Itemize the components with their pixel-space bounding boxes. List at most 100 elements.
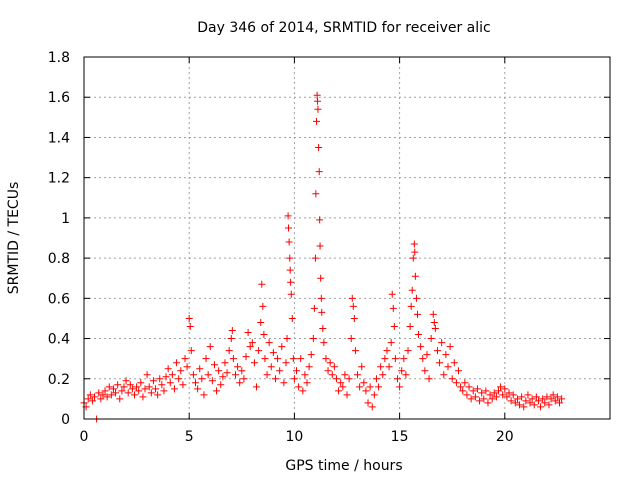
data-point xyxy=(198,375,206,383)
data-point xyxy=(388,290,396,298)
data-point xyxy=(267,363,275,371)
data-point xyxy=(101,387,109,395)
data-point xyxy=(160,387,168,395)
data-point xyxy=(539,395,547,403)
data-point xyxy=(200,391,208,399)
data-point xyxy=(84,395,92,403)
data-point xyxy=(280,379,288,387)
data-point xyxy=(227,335,235,343)
data-point xyxy=(293,367,301,375)
data-point xyxy=(295,383,303,391)
data-point xyxy=(505,389,513,397)
data-point xyxy=(213,387,221,395)
data-point xyxy=(265,339,273,347)
data-point xyxy=(524,391,532,399)
x-tick-label: 20 xyxy=(496,429,514,445)
data-point xyxy=(309,335,317,343)
data-point xyxy=(290,375,298,383)
data-point xyxy=(152,385,160,393)
data-point xyxy=(473,385,481,393)
data-point xyxy=(412,294,420,302)
data-point xyxy=(316,216,324,224)
data-point xyxy=(471,393,479,401)
data-point xyxy=(522,397,530,405)
data-point xyxy=(183,363,191,371)
data-point xyxy=(311,254,319,262)
data-point xyxy=(503,393,511,401)
data-point xyxy=(490,389,498,397)
data-point xyxy=(259,302,267,310)
y-tick-label: 1.6 xyxy=(48,90,70,106)
data-point xyxy=(372,375,380,383)
data-point xyxy=(103,393,111,401)
data-point xyxy=(463,391,471,399)
data-point xyxy=(430,318,438,326)
data-point xyxy=(516,401,524,409)
data-point xyxy=(118,387,126,395)
y-tick-label: 0.6 xyxy=(48,291,70,307)
data-point xyxy=(217,381,225,389)
data-point xyxy=(556,399,564,407)
data-point xyxy=(409,254,417,262)
data-point xyxy=(534,397,542,405)
data-point xyxy=(225,347,233,355)
data-point xyxy=(364,399,372,407)
data-point xyxy=(461,379,469,387)
data-point xyxy=(347,335,355,343)
data-point xyxy=(168,371,176,379)
data-point xyxy=(263,371,271,379)
data-point xyxy=(236,379,244,387)
data-point xyxy=(147,389,155,397)
data-point xyxy=(137,379,145,387)
data-point xyxy=(210,361,218,369)
data-point xyxy=(186,322,194,330)
data-point xyxy=(482,387,490,395)
data-point xyxy=(532,393,540,401)
data-point xyxy=(450,359,458,367)
data-point xyxy=(343,391,351,399)
y-tick-label: 1.4 xyxy=(48,130,70,146)
grid-lines xyxy=(84,57,610,419)
data-point xyxy=(318,308,326,316)
data-point xyxy=(396,383,404,391)
data-point xyxy=(444,363,452,371)
data-point xyxy=(179,381,187,389)
data-point xyxy=(97,395,105,403)
data-point xyxy=(356,383,364,391)
data-point xyxy=(88,397,96,405)
data-point xyxy=(315,168,323,176)
data-point xyxy=(520,403,528,411)
data-point xyxy=(411,248,419,256)
data-point xyxy=(109,385,117,393)
data-point xyxy=(480,395,488,403)
data-point xyxy=(362,387,370,395)
data-point xyxy=(164,365,172,373)
data-point xyxy=(320,339,328,347)
data-point xyxy=(133,383,141,391)
data-point xyxy=(348,294,356,302)
data-point xyxy=(518,393,526,401)
data-point xyxy=(130,391,138,399)
data-point xyxy=(145,383,153,391)
data-point xyxy=(381,355,389,363)
data-point xyxy=(143,371,151,379)
data-point xyxy=(319,325,327,332)
data-point xyxy=(208,377,216,385)
data-point xyxy=(541,399,549,407)
data-point xyxy=(206,343,214,351)
data-point xyxy=(511,399,519,407)
data-point xyxy=(219,373,227,381)
data-point xyxy=(260,331,268,339)
data-point xyxy=(501,385,509,393)
data-point xyxy=(558,395,566,403)
data-point xyxy=(469,387,477,395)
data-point xyxy=(328,371,336,379)
data-point xyxy=(105,383,113,391)
data-point xyxy=(223,369,231,377)
data-point xyxy=(128,385,136,393)
data-point xyxy=(112,389,120,397)
data-point xyxy=(421,367,429,375)
data-point xyxy=(204,371,212,379)
data-point xyxy=(530,401,538,409)
